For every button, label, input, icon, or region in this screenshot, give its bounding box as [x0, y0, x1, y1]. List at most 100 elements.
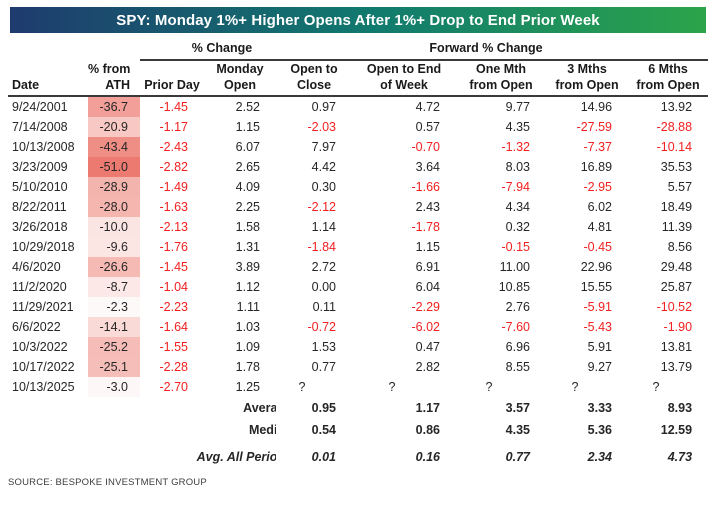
column-header-6-mths-from-open: 6 Mths from Open [628, 60, 709, 97]
date-cell: 6/6/2022 [12, 320, 61, 334]
value-cell: 1.31 [235, 240, 260, 254]
value-cell: -2.23 [159, 300, 189, 314]
empty-cell [88, 397, 140, 419]
value-cell: 14.96 [580, 100, 613, 114]
value-cell: -2.43 [159, 140, 189, 154]
table-row: 7/14/2008 -20.9 -1.17 1.15 -2.03 0.57 4.… [8, 117, 708, 137]
date-cell: 10/17/2022 [12, 360, 75, 374]
value-cell: -7.94 [501, 180, 531, 194]
value-cell: 2.76 [505, 300, 531, 314]
value-cell: -0.45 [583, 240, 613, 254]
summary-value-cell: 5.36 [587, 423, 613, 437]
table-row: 8/22/2011 -28.0 -1.63 2.25 -2.12 2.43 4.… [8, 197, 708, 217]
ath-cell: -43.4 [88, 137, 140, 157]
title-bar: SPY: Monday 1%+ Higher Opens After 1%+ D… [10, 7, 706, 33]
column-header-monday-open: Monday Open [204, 60, 276, 97]
date-cell: 4/6/2020 [12, 260, 61, 274]
ath-cell: -25.2 [88, 337, 140, 357]
date-cell: 3/26/2018 [12, 220, 68, 234]
value-cell: -7.60 [501, 320, 531, 334]
group-label: Forward % Change [429, 40, 543, 55]
value-cell: 13.79 [660, 360, 693, 374]
value-cell: 2.52 [235, 100, 260, 114]
value-cell: 35.53 [660, 160, 693, 174]
value-cell: -1.84 [307, 240, 337, 254]
value-cell: 1.11 [236, 300, 260, 314]
value-cell: 1.53 [311, 340, 337, 354]
column-header-one-mth-from-open: One Mth from Open [456, 60, 547, 97]
empty-cell [8, 397, 88, 419]
date-cell: 9/24/2001 [12, 100, 68, 114]
value-cell: 0.00 [311, 280, 337, 294]
ath-cell: -14.1 [88, 317, 140, 337]
ath-cell: -2.3 [88, 297, 140, 317]
value-cell: 6.96 [505, 340, 531, 354]
page: SPY: Monday 1%+ Higher Opens After 1%+ D… [0, 7, 716, 488]
summary-row-median: Median 0.54 0.86 4.35 5.36 12.59 [8, 419, 708, 441]
value-cell: 2.82 [415, 360, 441, 374]
ath-cell: -8.7 [88, 277, 140, 297]
value-cell: 4.42 [311, 160, 337, 174]
value-cell: 1.15 [235, 120, 260, 134]
date-cell: 5/10/2010 [12, 180, 68, 194]
value-cell: 2.43 [415, 200, 441, 214]
ath-cell: -20.9 [88, 117, 140, 137]
value-cell: 2.25 [235, 200, 260, 214]
ath-cell: -9.6 [88, 237, 140, 257]
value-cell: 2.65 [235, 160, 260, 174]
value-cell: -1.64 [159, 320, 189, 334]
group-label: % Change [191, 40, 253, 55]
value-cell: -2.95 [583, 180, 613, 194]
value-cell: 0.11 [312, 300, 337, 314]
value-cell: 6.04 [415, 280, 441, 294]
value-cell-unknown: ? [485, 380, 493, 394]
table-row: 11/29/2021 -2.3 -2.23 1.11 0.11 -2.29 2.… [8, 297, 708, 317]
value-cell: -2.70 [159, 380, 189, 394]
summary-value-cell: 3.57 [505, 401, 531, 415]
value-cell: 3.89 [235, 260, 260, 274]
value-cell-unknown: ? [388, 380, 396, 394]
value-cell: 25.87 [660, 280, 693, 294]
value-cell: -7.37 [583, 140, 613, 154]
column-header-3-mths-from-open: 3 Mths from Open [546, 60, 629, 97]
summary-value-cell: 0.86 [415, 423, 441, 437]
value-cell-unknown: ? [298, 380, 306, 394]
table-row: 9/24/2001 -36.7 -1.45 2.52 0.97 4.72 9.7… [8, 96, 708, 117]
value-cell: 18.49 [660, 200, 693, 214]
group-header-pct-change: % Change [140, 36, 353, 61]
value-cell: 7.97 [311, 140, 337, 154]
value-cell-unknown: ? [652, 380, 660, 394]
summary-value-cell: 3.33 [587, 401, 613, 415]
summary-value-cell: 0.54 [311, 423, 337, 437]
value-cell: -1.76 [159, 240, 189, 254]
empty-cell [8, 419, 88, 441]
value-cell: -1.32 [501, 140, 531, 154]
value-cell: 0.97 [311, 100, 337, 114]
column-header-open-to-end-of-week: Open to End of Week [352, 60, 457, 97]
value-cell: -1.90 [663, 320, 693, 334]
value-cell: 4.72 [415, 100, 441, 114]
value-cell: 4.81 [587, 220, 613, 234]
value-cell: 6.91 [415, 260, 441, 274]
ath-cell: -26.6 [88, 257, 140, 277]
summary-label: Avg. All Periods [196, 450, 276, 464]
value-cell: 1.03 [235, 320, 260, 334]
value-cell: -10.14 [656, 140, 693, 154]
table-row: 4/6/2020 -26.6 -1.45 3.89 2.72 6.91 11.0… [8, 257, 708, 277]
value-cell: 1.15 [415, 240, 441, 254]
value-cell: 15.55 [580, 280, 613, 294]
value-cell: 16.89 [580, 160, 613, 174]
date-cell: 7/14/2008 [12, 120, 68, 134]
column-header-pct-from-ath: % from ATH [88, 60, 140, 97]
value-cell: 1.12 [235, 280, 260, 294]
value-cell: 1.09 [235, 340, 260, 354]
group-header-forward-pct-change: Forward % Change [352, 36, 709, 61]
summary-value-cell: 8.93 [667, 401, 693, 415]
summary-value-cell: 2.34 [587, 450, 613, 464]
date-cell: 10/13/2025 [12, 380, 75, 394]
value-cell: 11.39 [661, 220, 693, 234]
value-cell: 4.34 [505, 200, 531, 214]
value-cell: 10.85 [498, 280, 531, 294]
value-cell: -0.70 [411, 140, 441, 154]
value-cell: 13.92 [660, 100, 693, 114]
